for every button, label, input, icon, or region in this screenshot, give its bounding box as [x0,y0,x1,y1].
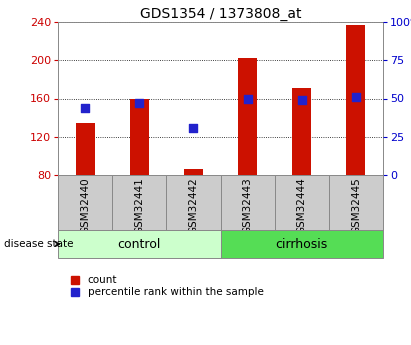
Legend: count, percentile rank within the sample: count, percentile rank within the sample [71,275,263,297]
Bar [329,175,383,230]
Bar [184,169,203,175]
Text: GSM32443: GSM32443 [242,178,253,235]
Text: GSM32441: GSM32441 [134,178,144,235]
Bar [76,124,95,175]
Point [353,94,359,99]
Bar [238,58,257,175]
Point [82,105,88,111]
Point [136,100,143,106]
Text: GSM32445: GSM32445 [351,178,361,235]
Bar [220,175,275,230]
Point [244,96,251,101]
Bar [275,175,329,230]
Bar [58,175,112,230]
Bar [58,230,220,258]
Bar [130,99,149,175]
Text: GSM32440: GSM32440 [80,178,90,234]
Bar [292,88,311,175]
Point [298,98,305,103]
Text: control: control [118,237,161,250]
Text: cirrhosis: cirrhosis [276,237,328,250]
Text: GSM32444: GSM32444 [297,178,307,235]
Bar [112,175,166,230]
Bar [346,25,365,175]
Title: GDS1354 / 1373808_at: GDS1354 / 1373808_at [140,7,301,21]
Text: GSM32442: GSM32442 [188,178,199,235]
Bar [220,230,383,258]
Text: disease state: disease state [4,239,74,249]
Bar [166,175,220,230]
Point [190,125,197,131]
